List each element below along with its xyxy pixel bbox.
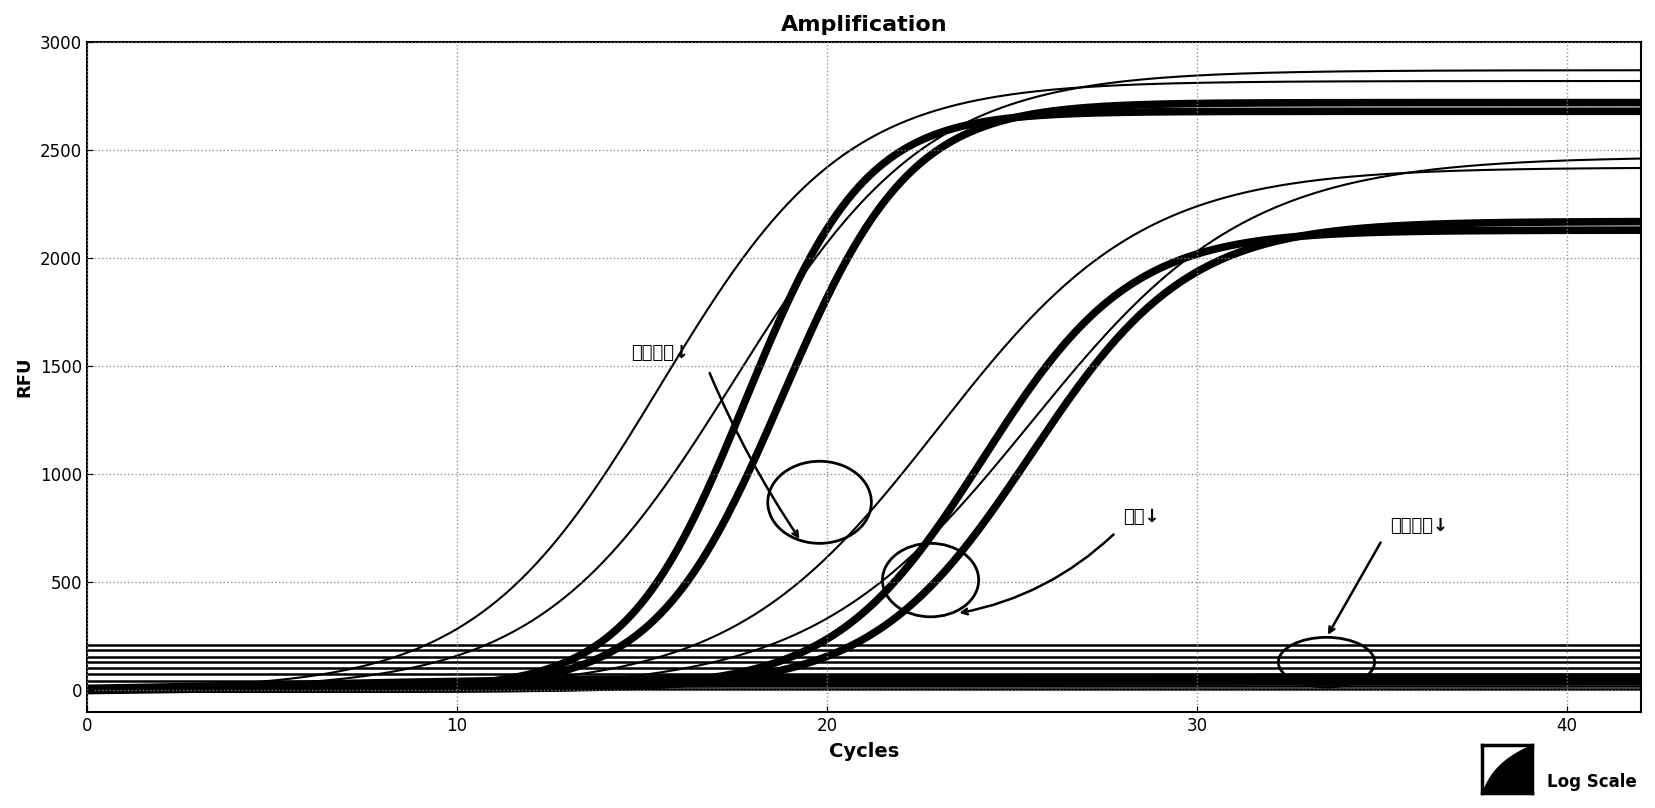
Text: 阴性对照↓: 阴性对照↓	[1389, 516, 1446, 535]
Title: Amplification: Amplification	[780, 15, 947, 35]
Y-axis label: RFU: RFU	[15, 357, 33, 398]
X-axis label: Cycles: Cycles	[829, 742, 899, 760]
Text: Log Scale: Log Scale	[1546, 773, 1635, 791]
Text: 阳性对照↓: 阳性对照↓	[631, 344, 688, 362]
Text: 样品↓: 样品↓	[1122, 508, 1158, 526]
